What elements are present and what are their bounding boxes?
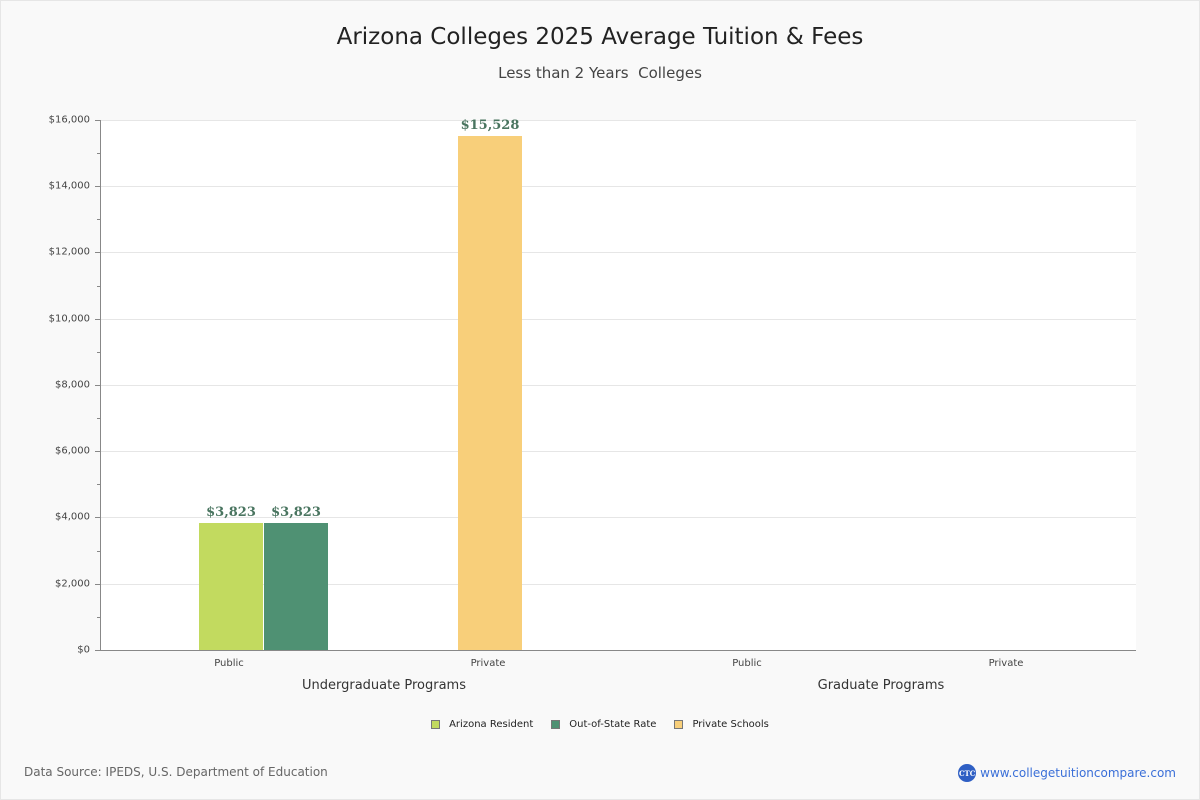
gridline	[100, 252, 1136, 253]
gridline	[100, 517, 1136, 518]
bar-ug-public-resident[interactable]	[199, 523, 263, 650]
y-minor-tick	[97, 551, 100, 552]
gridline	[100, 186, 1136, 187]
y-tick	[95, 186, 100, 187]
chart-legend: Arizona Resident Out-of-State Rate Priva…	[0, 719, 1200, 730]
y-tick	[95, 385, 100, 386]
y-tick	[95, 584, 100, 585]
y-axis-label: $14,000	[48, 180, 90, 192]
y-minor-tick	[97, 484, 100, 485]
y-minor-tick	[97, 617, 100, 618]
y-tick	[95, 451, 100, 452]
y-tick	[95, 252, 100, 253]
gridline	[100, 451, 1136, 452]
y-minor-tick	[97, 352, 100, 353]
y-axis-label: $8,000	[55, 379, 90, 391]
data-source-note: Data Source: IPEDS, U.S. Department of E…	[24, 765, 328, 779]
legend-item-out-of-state[interactable]: Out-of-State Rate	[551, 719, 656, 730]
legend-label: Arizona Resident	[449, 719, 534, 730]
legend-item-arizona-resident[interactable]: Arizona Resident	[431, 719, 533, 730]
y-axis-label: $4,000	[55, 511, 90, 523]
bar-ug-private[interactable]	[458, 136, 522, 650]
x-group-label-undergraduate: Undergraduate Programs	[302, 678, 466, 693]
gridline	[100, 120, 1136, 121]
y-tick	[95, 319, 100, 320]
brand-link[interactable]: CTC www.collegetuitioncompare.com	[958, 764, 1176, 782]
y-axis-label: $2,000	[55, 578, 90, 590]
legend-swatch-icon	[551, 720, 561, 729]
x-axis-line	[100, 650, 1136, 651]
ctc-logo-icon: CTC	[958, 764, 977, 782]
y-axis-label: $12,000	[48, 246, 90, 258]
brand-url: www.collegetuitioncompare.com	[980, 766, 1176, 780]
legend-label: Private Schools	[692, 719, 769, 730]
y-axis-label: $0	[77, 644, 90, 656]
legend-item-private-schools[interactable]: Private Schools	[674, 719, 769, 730]
gridline	[100, 385, 1136, 386]
x-category-label: Private	[988, 658, 1024, 669]
gridline	[100, 319, 1136, 320]
legend-label: Out-of-State Rate	[569, 719, 657, 730]
bar-ug-public-out-of-state[interactable]	[264, 523, 328, 650]
y-tick	[95, 650, 100, 651]
legend-swatch-icon	[674, 720, 684, 729]
y-minor-tick	[97, 286, 100, 287]
legend-swatch-icon	[431, 720, 441, 729]
y-axis-label: $16,000	[48, 114, 90, 126]
x-category-label: Public	[214, 658, 244, 669]
x-category-label: Public	[732, 658, 762, 669]
y-axis-label: $6,000	[55, 445, 90, 457]
y-tick	[95, 517, 100, 518]
bar-value-label: $3,823	[206, 505, 256, 520]
y-minor-tick	[97, 153, 100, 154]
bar-value-label: $15,528	[460, 118, 520, 133]
y-axis-line	[100, 120, 101, 651]
y-minor-tick	[97, 219, 100, 220]
chart-subtitle: Less than 2 Years Colleges	[498, 64, 702, 82]
y-tick	[95, 120, 100, 121]
x-group-label-graduate: Graduate Programs	[817, 678, 945, 693]
x-category-label: Private	[470, 658, 506, 669]
y-minor-tick	[97, 418, 100, 419]
bar-value-label: $3,823	[271, 505, 321, 520]
gridline	[100, 584, 1136, 585]
y-axis-label: $10,000	[48, 313, 90, 325]
chart-title: Arizona Colleges 2025 Average Tuition & …	[336, 24, 864, 50]
